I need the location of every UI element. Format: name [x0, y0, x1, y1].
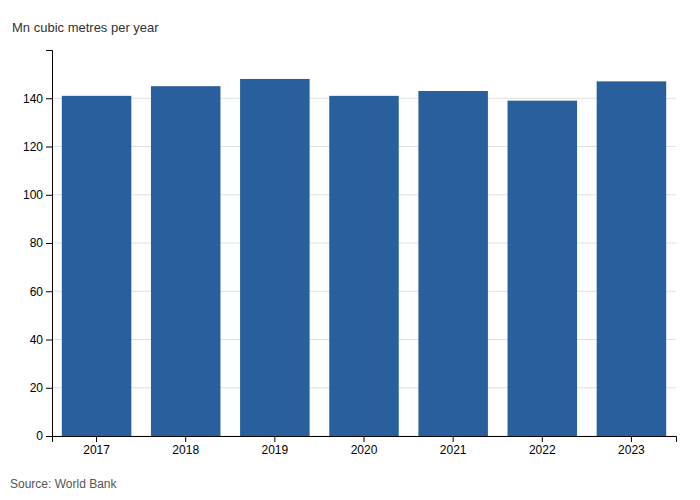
- x-tick-mark: [185, 436, 186, 442]
- y-axis-line: [46, 51, 53, 437]
- x-tick: 2023: [618, 436, 645, 457]
- x-tick-mark: [96, 436, 97, 442]
- y-tick-mark: [46, 147, 52, 148]
- x-tick-mark: [631, 436, 632, 442]
- x-tick-mark: [453, 436, 454, 442]
- x-tick-label: 2017: [83, 443, 110, 457]
- bars: [62, 79, 666, 436]
- y-tick-mark: [46, 340, 52, 341]
- x-tick-label: 2018: [172, 443, 199, 457]
- y-tick-label: 20: [30, 381, 44, 395]
- y-tick-label: 100: [23, 188, 43, 202]
- y-tick: 140: [23, 92, 52, 106]
- x-tick-mark: [364, 436, 365, 442]
- x-tick: 2022: [529, 436, 556, 457]
- x-tick-label: 2020: [351, 443, 378, 457]
- y-tick: 100: [23, 188, 52, 202]
- y-axis-title: Mn cubic metres per year: [12, 20, 159, 35]
- y-tick: 20: [30, 381, 52, 395]
- x-tick-label: 2023: [618, 443, 645, 457]
- y-tick: 60: [30, 285, 52, 299]
- bar: [508, 101, 578, 436]
- y-axis: 0 20 40 60 80 100 120 140: [23, 51, 53, 444]
- y-tick-mark: [46, 436, 52, 437]
- y-tick-label: 40: [30, 333, 44, 347]
- x-axis-line: [53, 437, 677, 443]
- y-tick-label: 60: [30, 285, 44, 299]
- x-tick: 2020: [351, 436, 378, 457]
- y-tick-mark: [46, 291, 52, 292]
- y-tick: 40: [30, 333, 52, 347]
- bar: [597, 81, 667, 436]
- bar: [62, 96, 132, 436]
- x-tick-label: 2019: [262, 443, 289, 457]
- chart-container: 0204060801001201402017201820192020202120…: [0, 0, 700, 500]
- y-tick: 120: [23, 140, 52, 154]
- y-tick: 80: [30, 236, 52, 250]
- x-tick-mark: [542, 436, 543, 442]
- x-tick: 2021: [440, 436, 467, 457]
- x-tick-mark: [274, 436, 275, 442]
- plot-area: 0204060801001201402017201820192020202120…: [23, 51, 677, 457]
- x-tick-label: 2021: [440, 443, 467, 457]
- y-tick-mark: [46, 195, 52, 196]
- y-tick-label: 140: [23, 92, 43, 106]
- chart-svg: 0204060801001201402017201820192020202120…: [0, 0, 700, 500]
- source-note: Source: World Bank: [10, 477, 117, 491]
- x-tick: 2017: [83, 436, 110, 457]
- bar: [418, 91, 488, 436]
- x-tick-label: 2022: [529, 443, 556, 457]
- bar: [329, 96, 399, 436]
- x-axis: 2017 2018 2019 2020 2021 2022 2023: [53, 436, 677, 457]
- y-tick-mark: [46, 388, 52, 389]
- y-tick-label: 120: [23, 140, 43, 154]
- bar: [240, 79, 310, 436]
- y-tick-mark: [46, 243, 52, 244]
- y-tick-mark: [46, 98, 52, 99]
- y-tick-label: 0: [36, 429, 43, 443]
- x-tick: 2018: [172, 436, 199, 457]
- y-tick-label: 80: [30, 236, 44, 250]
- bar: [151, 86, 221, 436]
- x-tick: 2019: [262, 436, 289, 457]
- y-tick: 0: [36, 429, 52, 443]
